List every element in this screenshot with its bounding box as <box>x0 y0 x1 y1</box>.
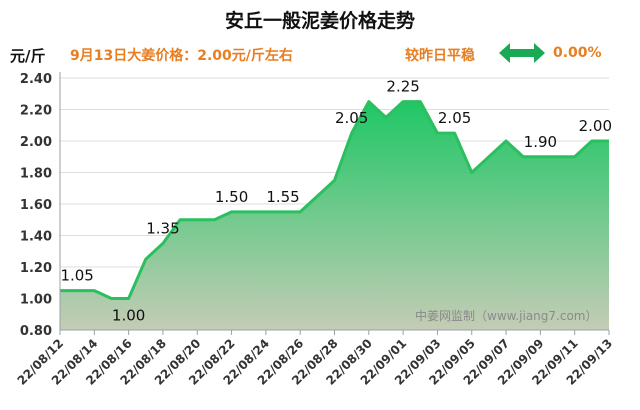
data-labels: 1.05 1.00 1.35 1.50 1.55 2.05 2.25 2.05 1.90 2.00 <box>60 78 612 325</box>
y-tick-label: 0.80 <box>20 324 52 339</box>
data-label: 1.90 <box>524 133 557 151</box>
area-fill <box>60 101 609 330</box>
data-label: 1.50 <box>215 188 248 206</box>
data-label: 2.05 <box>335 109 368 127</box>
data-label: 1.55 <box>266 188 299 206</box>
change-value: 0.00% <box>553 45 602 61</box>
series-line <box>60 100 609 300</box>
data-label: 2.25 <box>386 78 419 96</box>
data-label: 1.05 <box>60 267 93 285</box>
data-label: 2.00 <box>579 117 612 135</box>
y-tick-label: 1.20 <box>20 261 52 276</box>
change-label: 较昨日平稳 <box>405 48 475 64</box>
y-tick-label: 1.40 <box>20 230 52 245</box>
y-axis-ticks: 0.80 1.00 1.20 1.40 1.60 1.80 2.00 2.20 2.40 <box>20 72 52 339</box>
data-label: 2.05 <box>438 109 471 127</box>
chart-title: 安丘一般泥姜价格走势 <box>224 10 415 32</box>
unit-label: 元/斤 <box>10 47 46 65</box>
double-arrow-icon <box>499 42 545 68</box>
watermark: 中姜网监制（www.jiang7.com） <box>415 308 597 323</box>
y-tick-label: 2.40 <box>20 72 52 87</box>
y-tick-label: 1.60 <box>20 198 52 213</box>
data-label: 1.35 <box>146 219 179 237</box>
y-tick-label: 2.00 <box>20 135 52 150</box>
x-axis-ticks: 22/08/1222/08/1422/08/1622/08/1822/08/20… <box>15 330 615 388</box>
data-label: 1.00 <box>112 307 145 325</box>
price-note: 9月13日大姜价格：2.00元/斤左右 <box>70 48 293 64</box>
y-tick-label: 1.00 <box>20 293 52 308</box>
y-tick-label: 1.80 <box>20 167 52 182</box>
y-tick-label: 2.20 <box>20 104 52 119</box>
area-layer <box>60 100 609 330</box>
